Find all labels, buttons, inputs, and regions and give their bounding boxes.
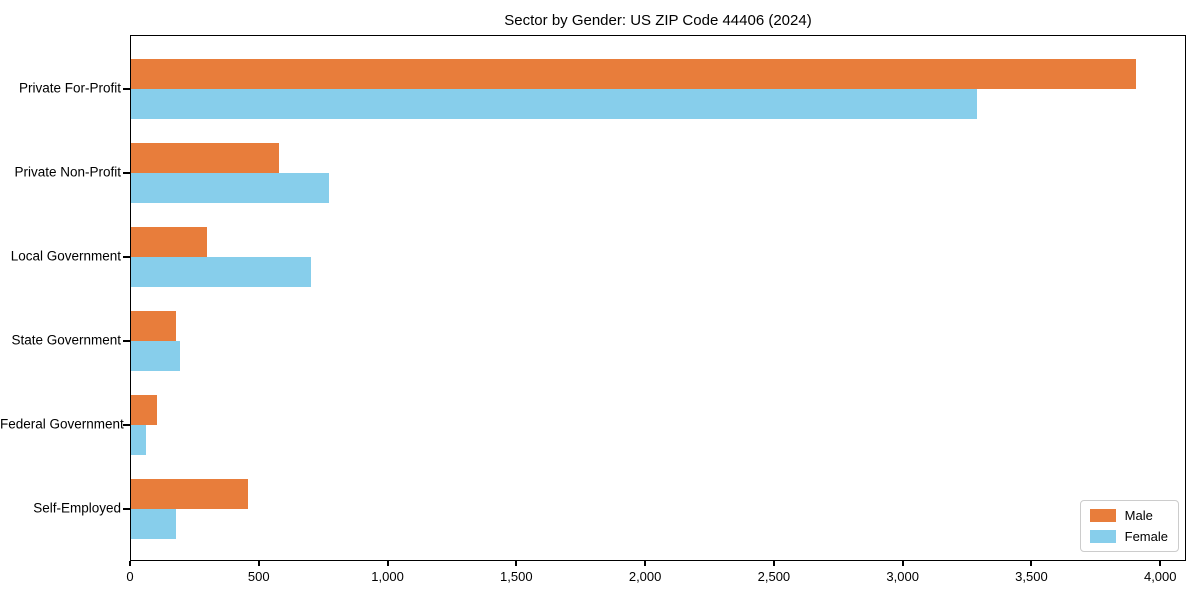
x-tick-label-2500: 2,500: [757, 569, 791, 584]
male-bar-federal-government: [131, 395, 157, 425]
chart-title: Sector by Gender: US ZIP Code 44406 (202…: [504, 12, 812, 29]
legend-swatch-female: [1089, 530, 1116, 543]
bar-group-local-government: [131, 215, 1185, 299]
x-tick-label-1500: 1,500: [500, 569, 533, 584]
male-bar-private-for-profit: [131, 59, 1137, 89]
x-tick-mark-1000: [386, 561, 389, 566]
bar-group-private-for-profit: [131, 47, 1185, 131]
y-tick-label-federal-government: Federal Government: [0, 416, 124, 432]
y-tick-mark-private-for-profit: [123, 88, 130, 90]
female-bar-federal-government: [131, 425, 147, 455]
female-bar-state-government: [131, 341, 180, 371]
bar-group-private-non-profit: [131, 131, 1185, 215]
x-tick-mark-2000: [644, 561, 647, 566]
female-bar-private-for-profit: [131, 89, 977, 119]
x-tick-mark-1500: [515, 561, 518, 566]
y-tick-mark-federal-government: [123, 424, 130, 426]
female-bar-private-non-profit: [131, 173, 329, 203]
bar-group-federal-government: [131, 383, 1185, 467]
bar-group-state-government: [131, 299, 1185, 383]
y-tick-label-private-for-profit: Private For-Profit: [18, 80, 121, 96]
y-tick-label-private-non-profit: Private Non-Profit: [14, 164, 121, 180]
x-tick-mark-0: [129, 561, 131, 566]
male-bar-state-government: [131, 311, 176, 341]
x-tick-label-3500: 3,500: [1015, 569, 1048, 584]
legend-item-female: Female: [1089, 529, 1168, 544]
x-tick-label-4000: 4,000: [1143, 569, 1177, 584]
female-bar-self-employed: [131, 509, 176, 539]
male-bar-local-government: [131, 227, 207, 257]
x-tick-label-1000: 1,000: [371, 569, 404, 584]
legend-label-male: Male: [1124, 508, 1153, 523]
y-tick-mark-private-non-profit: [123, 172, 130, 174]
x-tick-label-0: 0: [126, 569, 134, 584]
male-bar-self-employed: [131, 479, 248, 509]
legend: Male Female: [1079, 500, 1179, 552]
bar-rows: [131, 36, 1185, 560]
y-tick-label-state-government: State Government: [11, 332, 121, 348]
x-tick-mark-500: [257, 561, 260, 566]
bar-group-self-employed: [131, 467, 1185, 551]
x-tick-mark-3500: [1030, 561, 1033, 566]
x-tick-label-3000: 3,000: [886, 569, 919, 584]
x-tick-mark-4000: [1159, 561, 1162, 566]
y-axis-labels: Private For-Profit Private Non-Profit Loca…: [0, 35, 124, 561]
legend-item-male: Male: [1089, 508, 1168, 523]
y-tick-label-local-government: Local Government: [10, 248, 121, 264]
x-tick-label-2000: 2,000: [628, 569, 662, 584]
x-tick-mark-3000: [901, 561, 904, 566]
legend-swatch-male: [1089, 509, 1116, 522]
female-bar-local-government: [131, 257, 311, 287]
male-bar-private-non-profit: [131, 143, 279, 173]
plot-area: Male Female: [123, 35, 1186, 561]
x-tick-label-500: 500: [247, 569, 270, 584]
y-tick-label-self-employed: Self-Employed: [33, 500, 121, 516]
x-axis: 0 500 1,000 1,500 2,000 2,500 3,000 3,500 4,000: [126, 561, 1186, 591]
y-tick-mark-local-government: [123, 256, 130, 258]
x-tick-mark-2500: [772, 561, 775, 566]
legend-label-female: Female: [1124, 529, 1168, 544]
y-tick-mark-self-employed: [123, 508, 130, 510]
y-tick-mark-state-government: [123, 340, 130, 342]
